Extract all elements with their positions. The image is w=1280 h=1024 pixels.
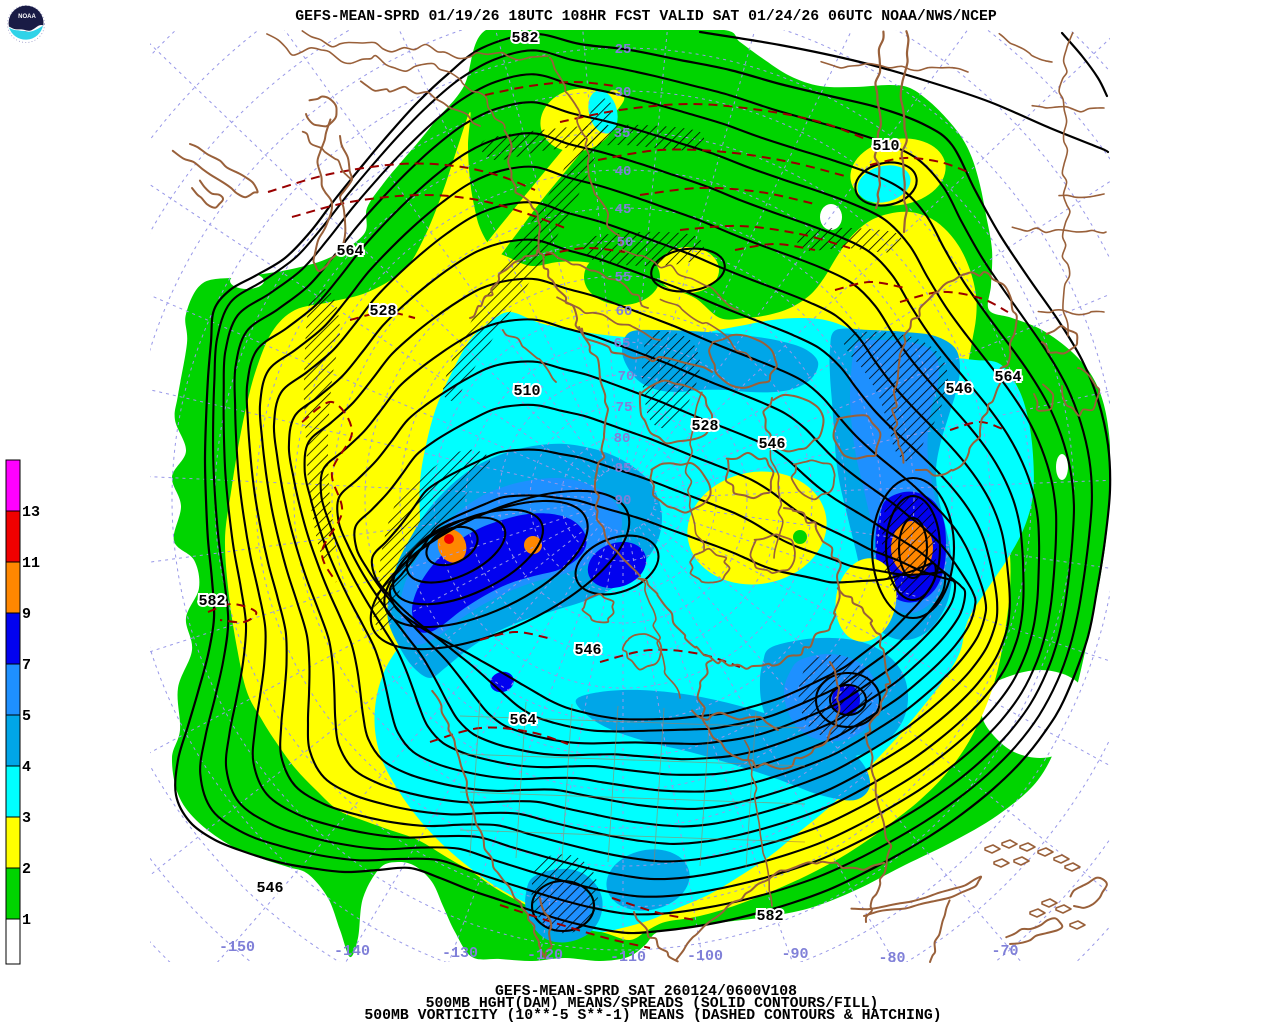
svg-text:564: 564	[336, 243, 363, 260]
svg-text:GEFS-MEAN-SPRD 01/19/26 18UTC: GEFS-MEAN-SPRD 01/19/26 18UTC 108HR FCST…	[295, 9, 997, 25]
svg-text:582: 582	[756, 908, 783, 925]
svg-text:510: 510	[513, 383, 540, 400]
svg-text:500MB HGHT(DAM) MEANS/SPREADS: 500MB HGHT(DAM) MEANS/SPREADS (SOLID CON…	[426, 996, 879, 1012]
svg-text:582: 582	[756, 908, 783, 925]
svg-text:528: 528	[691, 418, 718, 435]
svg-text:3: 3	[22, 810, 31, 827]
svg-text:80: 80	[614, 431, 631, 447]
svg-text:30: 30	[615, 85, 632, 101]
svg-text:564: 564	[509, 712, 536, 729]
svg-text:582: 582	[198, 593, 225, 610]
svg-text:-70: -70	[991, 943, 1018, 960]
svg-text:546: 546	[574, 642, 601, 659]
svg-text:582: 582	[198, 593, 225, 610]
svg-text:7: 7	[22, 657, 31, 674]
svg-text:564: 564	[336, 243, 363, 260]
svg-text:564: 564	[994, 369, 1021, 386]
svg-text:-90: -90	[781, 946, 808, 963]
svg-text:NOAA: NOAA	[18, 14, 36, 20]
svg-text:11: 11	[22, 555, 40, 572]
svg-text:40: 40	[615, 164, 632, 180]
svg-text:528: 528	[369, 303, 396, 320]
svg-text:546: 546	[758, 436, 785, 453]
svg-text:546: 546	[758, 436, 785, 453]
svg-text:65: 65	[614, 336, 631, 352]
svg-text:35: 35	[614, 126, 631, 142]
svg-text:-100: -100	[687, 948, 723, 965]
svg-text:528: 528	[691, 418, 718, 435]
svg-text:-110: -110	[610, 949, 646, 966]
svg-text:50: 50	[617, 235, 634, 251]
svg-text:4: 4	[22, 759, 31, 776]
svg-text:60: 60	[616, 304, 633, 320]
svg-text:582: 582	[511, 30, 538, 47]
svg-text:1: 1	[22, 912, 31, 929]
svg-text:510: 510	[872, 138, 899, 155]
svg-text:55: 55	[615, 270, 632, 286]
svg-text:564: 564	[509, 712, 536, 729]
svg-text:546: 546	[256, 880, 283, 897]
svg-text:2: 2	[22, 861, 31, 878]
svg-text:70: 70	[618, 369, 635, 385]
svg-text:-140: -140	[334, 943, 370, 960]
svg-text:85: 85	[615, 461, 632, 477]
svg-text:GEFS-MEAN-SPRD SAT 260124/0600: GEFS-MEAN-SPRD SAT 260124/0600V108	[495, 984, 797, 1000]
svg-text:13: 13	[22, 504, 40, 521]
svg-text:510: 510	[872, 138, 899, 155]
svg-text:75: 75	[616, 400, 633, 416]
svg-text:9: 9	[22, 606, 31, 623]
svg-text:90: 90	[615, 493, 632, 509]
svg-text:-150: -150	[219, 939, 255, 956]
svg-text:546: 546	[256, 880, 283, 897]
svg-text:582: 582	[511, 30, 538, 47]
svg-text:546: 546	[945, 381, 972, 398]
svg-text:-80: -80	[878, 950, 905, 967]
svg-text:-120: -120	[527, 947, 563, 964]
svg-text:546: 546	[945, 381, 972, 398]
svg-text:-130: -130	[442, 945, 478, 962]
svg-text:5: 5	[22, 708, 31, 725]
svg-text:510: 510	[513, 383, 540, 400]
svg-text:528: 528	[369, 303, 396, 320]
svg-text:45: 45	[615, 202, 632, 218]
svg-text:546: 546	[574, 642, 601, 659]
svg-text:25: 25	[615, 42, 632, 58]
svg-text:564: 564	[994, 369, 1021, 386]
svg-text:500MB VORTICITY (10**-5 S**-1): 500MB VORTICITY (10**-5 S**-1) MEANS (DA…	[364, 1008, 941, 1024]
